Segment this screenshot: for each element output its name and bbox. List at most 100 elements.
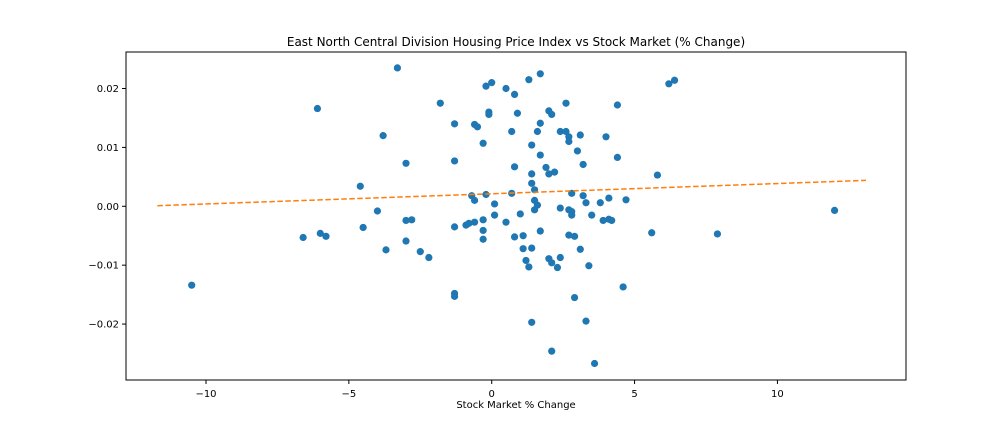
data-point [479, 235, 487, 243]
data-point [533, 201, 542, 209]
data-point [528, 141, 536, 149]
data-point [613, 153, 622, 162]
data-point [373, 207, 382, 215]
data-point [473, 123, 482, 131]
data-point [450, 157, 459, 165]
data-point [528, 170, 536, 178]
data-point [450, 223, 459, 231]
data-point [573, 147, 582, 155]
x-tick-label: 0 [489, 389, 495, 400]
data-point [570, 232, 579, 240]
data-point [590, 359, 599, 368]
data-point [485, 110, 493, 119]
data-point [556, 127, 564, 136]
data-point [450, 292, 459, 300]
y-tick-label: 0.00 [97, 202, 119, 213]
data-point [322, 232, 330, 240]
data-point [548, 110, 556, 119]
data-point [536, 151, 544, 159]
data-point [402, 216, 410, 225]
data-point [536, 227, 544, 235]
data-point [579, 160, 587, 169]
data-point [522, 256, 530, 265]
data-point [313, 104, 322, 113]
y-axis: −0.02 −0.01 0.00 0.01 0.02 [88, 84, 126, 331]
data-point [528, 179, 536, 187]
data-point [548, 347, 556, 355]
data-point [570, 293, 579, 302]
data-point [548, 259, 556, 267]
data-point [536, 119, 544, 127]
data-point [565, 231, 573, 239]
data-point [510, 90, 519, 98]
data-point [568, 211, 576, 219]
data-point [613, 101, 622, 109]
data-point [470, 218, 479, 226]
data-point [622, 196, 630, 204]
data-point [582, 317, 590, 325]
data-point [599, 216, 607, 225]
data-point [605, 194, 613, 202]
data-point [408, 216, 416, 224]
data-point [510, 163, 519, 171]
data-point [648, 229, 656, 237]
data-point [533, 127, 542, 136]
data-point [402, 159, 410, 167]
data-point [450, 120, 459, 128]
data-point [470, 196, 479, 204]
data-point [490, 200, 499, 208]
data-point [188, 281, 196, 289]
data-point [525, 263, 533, 271]
x-axis: −10 −5 0 5 10 [195, 380, 784, 400]
data-point [502, 218, 510, 226]
data-point [359, 223, 367, 232]
data-point [502, 84, 510, 93]
data-point [416, 248, 424, 256]
x-axis-label: Stock Market % Change [456, 400, 575, 411]
data-point [670, 76, 679, 84]
data-point [528, 318, 536, 326]
data-point [553, 263, 562, 272]
data-point [508, 127, 516, 136]
chart-title: East North Central Division Housing Pric… [287, 35, 745, 49]
plot-area [157, 64, 867, 368]
data-point [585, 262, 593, 270]
data-point [519, 245, 527, 253]
y-tick-label: 0.02 [97, 84, 119, 95]
data-point [436, 99, 444, 107]
data-point [596, 199, 604, 207]
data-point [488, 79, 496, 87]
data-point [545, 170, 553, 178]
data-point [619, 283, 627, 291]
data-point [519, 232, 527, 240]
data-point [525, 76, 533, 84]
data-point [608, 216, 616, 225]
data-point [299, 233, 307, 242]
data-point [582, 199, 590, 207]
data-point [490, 211, 499, 219]
data-point [665, 80, 673, 88]
data-point [379, 132, 387, 140]
data-point [479, 226, 487, 235]
data-point [356, 182, 364, 190]
data-point [479, 139, 487, 147]
data-point [565, 137, 573, 146]
data-point [713, 230, 722, 238]
data-point [602, 133, 610, 141]
x-tick-label: −10 [195, 389, 216, 400]
data-point [510, 233, 519, 241]
data-point [576, 131, 584, 139]
data-point [653, 171, 662, 179]
y-tick-label: −0.02 [88, 320, 119, 331]
data-point [556, 204, 564, 212]
data-point [402, 237, 410, 245]
data-point [382, 246, 390, 254]
data-point [562, 99, 570, 107]
y-tick-label: −0.01 [88, 261, 119, 272]
data-point [536, 70, 544, 78]
plot-frame [125, 51, 907, 381]
data-point [316, 229, 324, 237]
data-point [550, 168, 559, 176]
data-point [479, 216, 487, 224]
